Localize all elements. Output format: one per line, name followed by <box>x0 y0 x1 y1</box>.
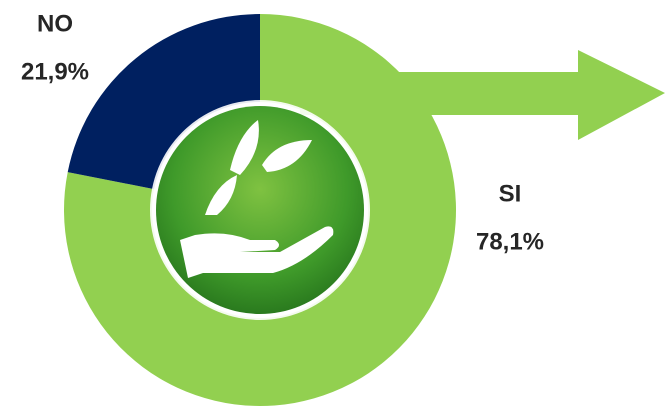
center-icon <box>150 100 370 320</box>
slice <box>67 14 260 190</box>
donut <box>63 14 456 406</box>
slice <box>63 14 456 406</box>
value-label: 21,9% <box>21 58 89 85</box>
category-label: NO <box>37 10 73 37</box>
category-label: SI <box>499 180 522 207</box>
labels: SI 78,1% NO 21,9% <box>21 10 544 255</box>
value-label: 78,1% <box>476 228 544 255</box>
